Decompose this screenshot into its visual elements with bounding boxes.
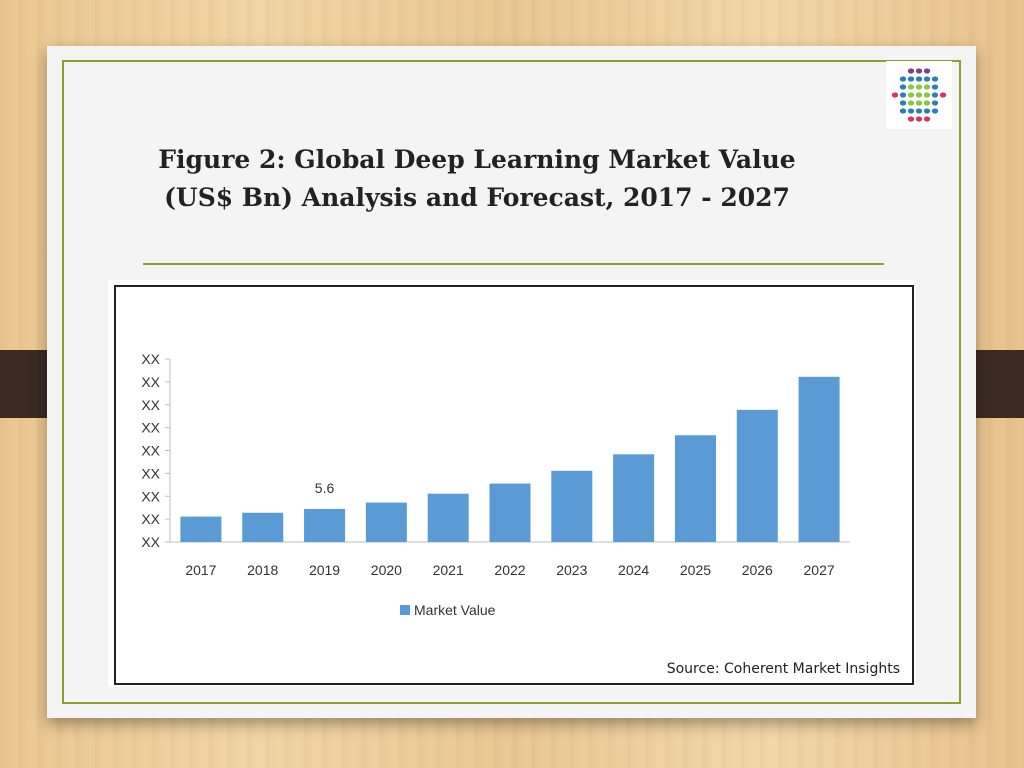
logo-dot: [915, 100, 923, 106]
logo-dot: [915, 68, 923, 74]
y-tick-label: XX: [141, 488, 160, 504]
x-tick-label: 2025: [680, 562, 711, 578]
logo-dot: [907, 84, 915, 90]
page-title: Figure 2: Global Deep Learning Market Va…: [127, 141, 827, 217]
logo-dot: [923, 68, 931, 74]
bar-chart: XX XX XX XX XX XX XX XX XX 2017 2018 2019 5.6 2020 202…: [141, 351, 850, 618]
logo-dot: [899, 92, 907, 98]
source-note: Source: Coherent Market Insights: [666, 661, 900, 677]
chart-container: XX XX XX XX XX XX XX XX XX 2017 2018 2019 5.6 2020 202…: [108, 280, 916, 687]
logo-dot: [923, 116, 931, 122]
y-tick-label: XX: [141, 465, 160, 481]
title-divider: [143, 263, 884, 265]
logo-dot: [891, 92, 899, 98]
y-tick-label: XX: [141, 397, 160, 413]
bar-2018: [242, 512, 284, 542]
logo-dot: [915, 76, 923, 82]
bar-2026: [736, 409, 778, 542]
y-tick-label: XX: [141, 511, 160, 527]
legend-swatch: [400, 605, 410, 615]
bar-2019: [304, 508, 346, 542]
logo-dot: [907, 116, 915, 122]
logo-dot: [907, 68, 915, 74]
bar-2023: [551, 470, 593, 542]
bar-2021: [427, 493, 469, 542]
bar-2024: [613, 454, 655, 542]
logo-dot: [931, 92, 939, 98]
x-tick-label: 2019: [309, 562, 340, 578]
y-tick-label: XX: [141, 420, 160, 436]
logo-dot: [899, 76, 907, 82]
logo-dot: [923, 84, 931, 90]
logo-dot: [923, 76, 931, 82]
logo-dot: [939, 92, 947, 98]
x-tick-label: 2023: [556, 562, 587, 578]
legend-label: Market Value: [414, 602, 496, 618]
logo-dot: [931, 100, 939, 106]
bar-2025: [674, 435, 716, 542]
title-line-2: (US$ Bn) Analysis and Forecast, 2017 - 2…: [164, 183, 790, 212]
bar-2027: [798, 376, 840, 542]
logo-dot: [915, 84, 923, 90]
x-tick-label: 2017: [185, 562, 216, 578]
x-tick-label: 2021: [433, 562, 464, 578]
dotted-sphere-logo-icon: [891, 68, 947, 122]
logo-dot: [899, 108, 907, 114]
logo-dot: [931, 108, 939, 114]
x-tick-label: 2018: [247, 562, 278, 578]
y-tick-label: XX: [141, 534, 160, 550]
data-label: 5.6: [315, 480, 335, 496]
logo-dot: [915, 92, 923, 98]
logo-dot: [907, 92, 915, 98]
chart-border: [114, 285, 914, 685]
logo-dot: [915, 116, 923, 122]
x-tick-label: 2024: [618, 562, 649, 578]
bar-2020: [365, 502, 407, 542]
company-logo: [886, 61, 952, 129]
logo-dot: [931, 84, 939, 90]
logo-dot: [907, 100, 915, 106]
bar-2017: [180, 516, 222, 542]
logo-dot: [899, 84, 907, 90]
x-tick-label: 2020: [371, 562, 402, 578]
logo-dot: [899, 100, 907, 106]
slide-frame: [62, 60, 961, 704]
slide-paper: Figure 2: Global Deep Learning Market Va…: [47, 46, 976, 718]
logo-dot: [907, 76, 915, 82]
logo-dot: [923, 100, 931, 106]
y-tick-label: XX: [141, 374, 160, 390]
logo-dot: [931, 76, 939, 82]
y-tick-label: XX: [141, 443, 160, 459]
x-tick-label: 2022: [494, 562, 525, 578]
x-tick-label: 2026: [742, 562, 773, 578]
logo-dot: [907, 108, 915, 114]
logo-dot: [915, 108, 923, 114]
title-line-1: Figure 2: Global Deep Learning Market Va…: [158, 145, 796, 174]
bar-2022: [489, 483, 531, 542]
logo-dot: [923, 92, 931, 98]
x-tick-label: 2027: [804, 562, 835, 578]
y-tick-label: XX: [141, 351, 160, 367]
logo-dot: [923, 108, 931, 114]
